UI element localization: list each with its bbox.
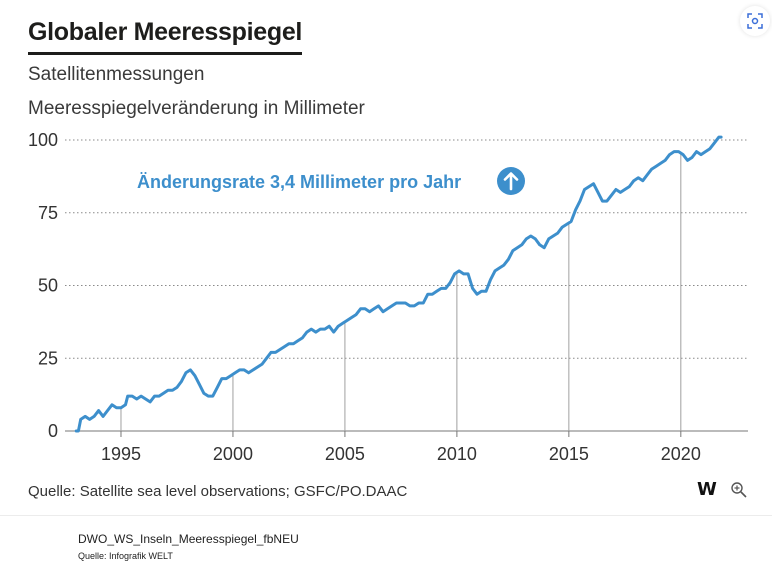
y-tick-label-100: 100 bbox=[28, 130, 58, 150]
x-tick-label-1995: 1995 bbox=[101, 444, 141, 464]
sea-level-series-line bbox=[74, 135, 723, 433]
caption-file-name: DWO_WS_Inseln_Meeresspiegel_fbNEU bbox=[78, 532, 299, 546]
lens-scan-button[interactable] bbox=[740, 6, 770, 36]
x-tick-label-2015: 2015 bbox=[549, 444, 589, 464]
caption-credit: Quelle: Infografik WELT bbox=[78, 551, 173, 561]
chart-card: Globaler Meeresspiegel Satellitenmessung… bbox=[27, 6, 770, 500]
sea-level-chart: 0 25 50 75 100 1995 2000 2005 2010 2015 2020 Änderu… bbox=[28, 130, 748, 464]
y-tick-label-0: 0 bbox=[48, 421, 58, 441]
y-axis-label: Meeresspiegelveränderung in Millimeter bbox=[28, 98, 365, 119]
x-tick-label-2020: 2020 bbox=[661, 444, 701, 464]
chart-title: Globaler Meeresspiegel bbox=[28, 18, 302, 55]
y-tick-label-75: 75 bbox=[38, 203, 58, 223]
welt-logo: W bbox=[697, 479, 717, 500]
rate-annotation: Änderungsrate 3,4 Millimeter pro Jahr bbox=[137, 172, 461, 192]
image-caption: DWO_WS_Inseln_Meeresspiegel_fbNEU Quelle… bbox=[0, 515, 772, 572]
x-tick-label-2000: 2000 bbox=[213, 444, 253, 464]
x-tick-label-2010: 2010 bbox=[437, 444, 477, 464]
arrow-up-glyph bbox=[503, 172, 519, 191]
y-tick-label-50: 50 bbox=[38, 276, 58, 296]
y-tick-label-25: 25 bbox=[38, 348, 58, 368]
lens-scan-icon bbox=[747, 13, 763, 29]
zoom-in-icon[interactable] bbox=[730, 481, 748, 499]
chart-subtitle: Satellitenmessungen bbox=[28, 64, 205, 85]
x-tick-label-2005: 2005 bbox=[325, 444, 365, 464]
source-note: Quelle: Satellite sea level observations… bbox=[28, 483, 408, 500]
